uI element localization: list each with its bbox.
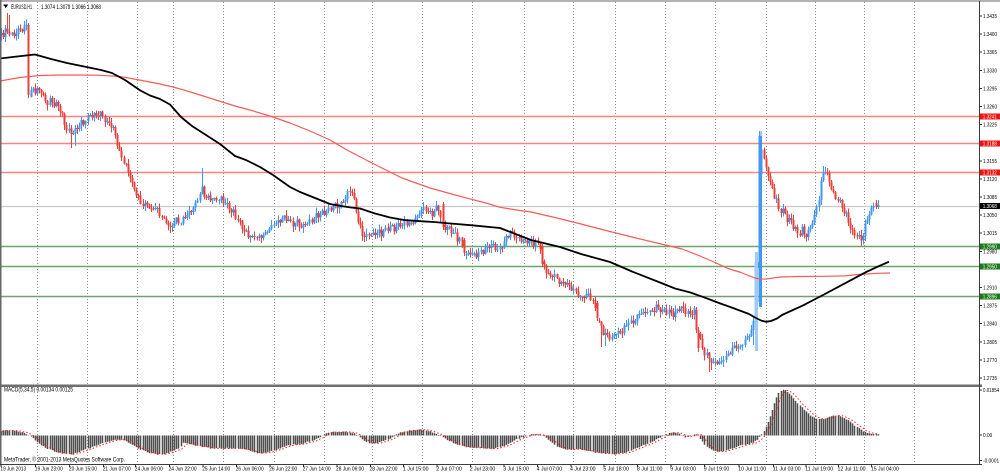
svg-text:26 Jun 22:00: 26 Jun 22:00 (269, 467, 297, 473)
svg-text:1.3400: 1.3400 (983, 32, 997, 38)
svg-text:4 Jul 23:00: 4 Jul 23:00 (570, 467, 596, 473)
svg-text:11 Jul 03:00: 11 Jul 03:00 (773, 467, 801, 473)
svg-text:12 Jul 11:00: 12 Jul 11:00 (838, 467, 866, 473)
svg-text:1.3225: 1.3225 (983, 123, 997, 129)
svg-text:1.3068: 1.3068 (983, 204, 997, 210)
svg-text:0.01854: 0.01854 (983, 388, 999, 394)
svg-text:1.2950: 1.2950 (983, 265, 997, 271)
svg-text:EURUSD,H1: EURUSD,H1 (11, 5, 32, 11)
svg-text:1.2980: 1.2980 (983, 249, 997, 255)
svg-text:26 Jun 06:00: 26 Jun 06:00 (236, 467, 264, 473)
svg-text:1.3260: 1.3260 (983, 105, 997, 111)
svg-text:1.2735: 1.2735 (983, 376, 997, 382)
svg-text:1.2770: 1.2770 (983, 358, 997, 364)
svg-text:1.2910: 1.2910 (983, 286, 997, 292)
svg-text:15 Jul 04:00: 15 Jul 04:00 (871, 467, 899, 473)
svg-text:MACD(5,34,5) 0.00134 0.00125: MACD(5,34,5) 0.00134 0.00125 (4, 388, 74, 394)
svg-text:1.2990: 1.2990 (983, 245, 997, 251)
svg-text:1.2896: 1.2896 (983, 295, 997, 301)
svg-text:9 Jul 19:00: 9 Jul 19:00 (704, 467, 730, 473)
svg-text:24 Jun 22:00: 24 Jun 22:00 (169, 467, 197, 473)
svg-text:3 Jul 15:00: 3 Jul 15:00 (503, 467, 529, 473)
svg-text:5 Jul 18:00: 5 Jul 18:00 (603, 467, 629, 473)
svg-text:1.3295: 1.3295 (983, 86, 997, 92)
svg-text:24 Jun 06:00: 24 Jun 06:00 (135, 467, 163, 473)
svg-text:1.2805: 1.2805 (983, 340, 997, 346)
svg-text:1.3132: 1.3132 (983, 171, 997, 177)
svg-text:27 Jun 14:00: 27 Jun 14:00 (303, 467, 331, 473)
svg-text:-0.0001: -0.0001 (983, 459, 999, 465)
svg-text:2 Jul 23:00: 2 Jul 23:00 (470, 467, 496, 473)
svg-text:1.3120: 1.3120 (983, 177, 997, 183)
svg-text:1.3365: 1.3365 (983, 50, 997, 56)
svg-text:1.3241: 1.3241 (983, 115, 997, 121)
svg-text:19 Jun 2013: 19 Jun 2013 (1, 467, 27, 473)
svg-text:28 Jun 06:00: 28 Jun 06:00 (336, 467, 364, 473)
svg-text:11 Jul 19:00: 11 Jul 19:00 (805, 467, 833, 473)
svg-text:1 Jul 15:00: 1 Jul 15:00 (403, 467, 429, 473)
svg-text:1.3074 1.3079 1.3066 1.3068: 1.3074 1.3079 1.3066 1.3068 (41, 5, 101, 11)
svg-text:1.2840: 1.2840 (983, 322, 997, 328)
svg-text:2 Jul 07:00: 2 Jul 07:00 (436, 467, 462, 473)
svg-text:10 Jul 11:00: 10 Jul 11:00 (738, 467, 766, 473)
svg-text:19 Jun 23:00: 19 Jun 23:00 (35, 467, 63, 473)
svg-text:1.3435: 1.3435 (983, 14, 997, 20)
svg-text:1.3188: 1.3188 (983, 142, 997, 148)
svg-text:8 Jul 11:00: 8 Jul 11:00 (637, 467, 663, 473)
svg-text:25 Jun 14:00: 25 Jun 14:00 (202, 467, 230, 473)
svg-text:1.3015: 1.3015 (983, 231, 997, 237)
svg-text:28 Jun 22:00: 28 Jun 22:00 (370, 467, 398, 473)
svg-text:21 Jun 07:00: 21 Jun 07:00 (103, 467, 131, 473)
svg-text:20 Jun 15:00: 20 Jun 15:00 (69, 467, 97, 473)
svg-text:MetaTrader, © 2001-2013 MetaQu: MetaTrader, © 2001-2013 MetaQuotes Softw… (4, 457, 125, 464)
svg-text:1.3050: 1.3050 (983, 213, 997, 219)
svg-text:0.00: 0.00 (983, 433, 992, 439)
svg-text:1.3155: 1.3155 (983, 159, 997, 165)
svg-text:9 Jul 03:00: 9 Jul 03:00 (670, 467, 696, 473)
svg-text:1.2875: 1.2875 (983, 304, 997, 310)
svg-text:1.3330: 1.3330 (983, 68, 997, 74)
svg-text:4 Jul 07:00: 4 Jul 07:00 (537, 467, 563, 473)
svg-text:1.3085: 1.3085 (983, 195, 997, 201)
